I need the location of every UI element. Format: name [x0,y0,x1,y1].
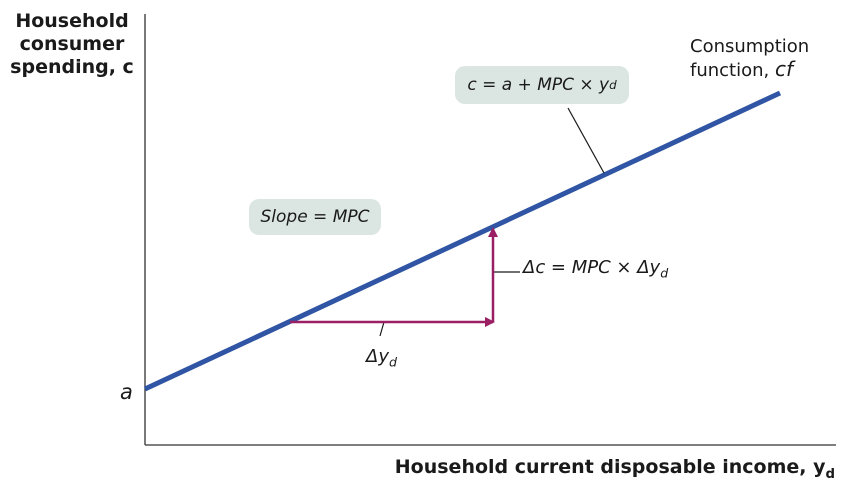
x-axis-title: Household current disposable income, yd [395,456,835,482]
slope-box: Slope = MPC [249,199,381,235]
delta-y-leader-line [379,321,385,337]
delta-y-label: Δyd [366,346,397,370]
consumption-function-label: Consumption function, cf [690,36,809,82]
cf-label-line-1: Consumption [690,36,810,57]
intercept-label: a [120,380,133,404]
x-axis-title-subscript: d [825,466,835,482]
cf-label-line-2: function, cf [690,58,809,82]
cf-label-text: function, [690,60,775,81]
delta-y-text: Δy [366,346,389,367]
slope-text: Slope = MPC [260,207,370,227]
consumption-function-line [143,90,782,392]
y-axis-title-line-2: consumer [19,33,125,55]
equation-leader-line [567,107,605,174]
y-axis-title-line-1: Household [15,10,129,32]
equation-subscript: d [609,78,617,92]
delta-c-text: Δc = MPC × Δy [523,257,661,278]
delta-c-label: Δc = MPC × Δyd [523,257,668,281]
x-axis-title-text: Household current disposable income, y [394,456,826,478]
delta-c-subscript: d [660,265,669,281]
equation-text: c = a + MPC × y [467,75,610,95]
cf-label-symbol: cf [774,57,794,81]
y-axis-title: Household consumer spending, c [2,10,142,79]
y-axis-title-line-3: spending, c [10,56,134,78]
delta-y-subscript: d [388,354,397,370]
